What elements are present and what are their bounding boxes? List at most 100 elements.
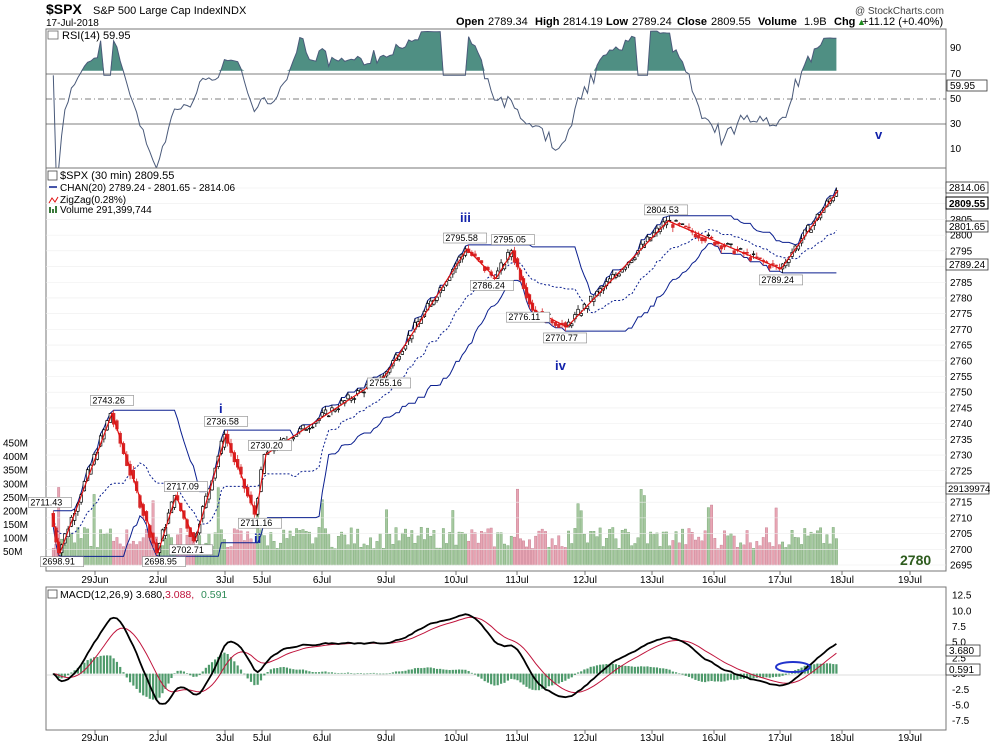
candle-body (307, 427, 312, 430)
macd-hist-bar (204, 667, 207, 674)
macd-hist-bar (723, 673, 726, 682)
macd-hist-bar (592, 666, 595, 674)
price-legend-line-4: Volume 291,399,744 (60, 205, 152, 216)
candle-body (774, 264, 778, 267)
candle-body (259, 469, 263, 492)
macd-hist-bar (233, 661, 236, 674)
macd-hist-bar (89, 658, 92, 674)
macd-hist-bar (467, 671, 470, 674)
macd-hist-bar (445, 669, 448, 674)
zigzag-label: 2711.16 (240, 518, 272, 528)
volume-bar (745, 530, 749, 566)
x-tick-label: 19Jul (898, 733, 922, 744)
macd-hist-bar (83, 662, 86, 674)
x-tick-label: 2Jul (149, 733, 167, 744)
volume-bar (639, 489, 643, 566)
macd-hist-bar (832, 664, 835, 674)
volume-bar (655, 532, 659, 566)
chan-lower-badge (945, 258, 989, 271)
volume-bar (611, 527, 615, 566)
volume-bar (586, 542, 589, 566)
volume-bar (467, 540, 471, 566)
exchange: INDX (220, 5, 247, 17)
macd-hist-bar (537, 673, 541, 691)
macd-hist-bar (567, 673, 570, 679)
macd-crossover-circle (775, 661, 811, 673)
volume-bar (480, 531, 483, 566)
macd-hist-bar (391, 672, 394, 674)
volume-bar (333, 548, 337, 566)
zigzag-label-box (248, 440, 292, 451)
macd-hist-bar (220, 654, 223, 674)
volume-bar (774, 507, 778, 566)
volume-bar (732, 535, 736, 566)
candle-body (617, 273, 621, 277)
macd-hist-bar (531, 673, 534, 690)
volume-bar (831, 527, 835, 566)
volume-bar (359, 547, 363, 566)
volume-bar (700, 540, 704, 566)
candle-body (333, 409, 337, 412)
volume-bar (262, 535, 266, 566)
zigzag-label: 2770.77 (545, 333, 578, 343)
volume-bar (282, 529, 286, 566)
macd-hist-bar (691, 673, 694, 679)
x-tick-label: 10Jul (444, 733, 468, 744)
candle-body (755, 256, 759, 259)
volume-bar (448, 532, 452, 566)
volume-bar (288, 530, 292, 566)
zigzag-label-box (204, 416, 248, 427)
volume-bar (806, 535, 810, 566)
volume-bar (311, 543, 315, 566)
macd-hist-bar (668, 669, 671, 674)
x-tick-label: 10Jul (444, 575, 468, 586)
volume-bar (252, 543, 256, 566)
zigzag-label-box (164, 481, 208, 492)
price-tick-label: 2805 (950, 215, 973, 226)
candle-body (400, 351, 404, 355)
volume-bar (394, 527, 398, 566)
volume-bar (445, 543, 448, 566)
price-tick-label: 2740 (950, 419, 973, 430)
volume-bar (128, 543, 132, 566)
volume-bar (407, 536, 411, 566)
rsi-tick-10: 10 (950, 144, 962, 155)
volume-bar (320, 499, 324, 566)
macd-hist-bar (176, 670, 179, 674)
candle-body (623, 266, 628, 270)
volume-bar (713, 538, 717, 566)
volume-tick-label: 150M (3, 520, 28, 531)
zigzag-label: 2804.53 (646, 205, 679, 215)
macd-hist-bar (477, 673, 480, 677)
macd-hist-bar (112, 658, 115, 674)
volume-bar (438, 547, 442, 566)
macd-hist-bar (343, 672, 346, 674)
volume-bar (534, 535, 538, 566)
volume-bar (570, 543, 574, 566)
macd-hist-bar (580, 671, 583, 674)
volume-bar (404, 528, 407, 566)
macd-hist-bar (256, 673, 259, 685)
volume-bar (304, 531, 308, 566)
wave-label-i: i (219, 401, 223, 416)
volume-bar (419, 527, 423, 566)
volume-bar (636, 537, 640, 566)
volume-bar (748, 542, 752, 566)
macd-hist-bar (464, 669, 467, 674)
macd-hist-bar (420, 668, 423, 674)
volume-bar (739, 542, 743, 566)
volume-bar (677, 542, 681, 566)
macd-hist-bar (439, 668, 442, 674)
volume-bar (269, 532, 273, 566)
volume-bar (617, 548, 621, 566)
volume-bar (506, 545, 510, 566)
wave-label-ii: ii (254, 531, 261, 546)
volume-bar (519, 538, 522, 566)
macd-histogram (52, 652, 838, 701)
macd-hist-bar (534, 673, 537, 691)
volume-bar (343, 534, 347, 566)
x-tick-label: 17Jul (768, 575, 792, 586)
volume-bar (563, 547, 567, 566)
macd-hist-bar (493, 673, 496, 686)
macd-hist-bar (768, 673, 771, 678)
